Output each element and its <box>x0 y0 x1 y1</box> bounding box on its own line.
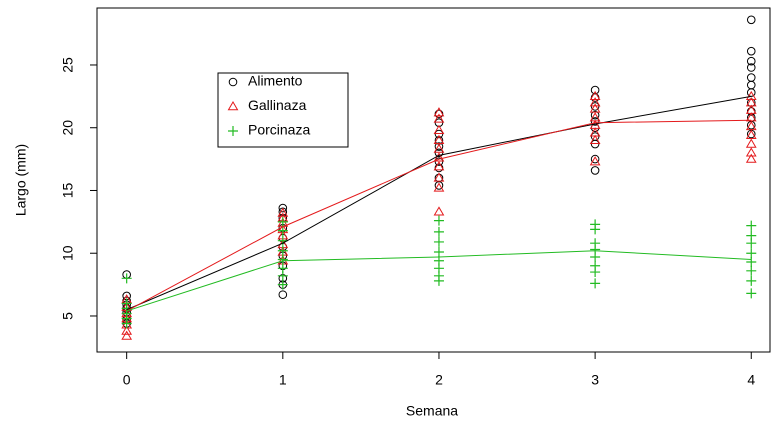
point <box>278 203 288 213</box>
point <box>434 129 444 139</box>
point <box>746 248 757 259</box>
y-tick-label: 15 <box>60 182 76 198</box>
point <box>277 279 288 290</box>
point <box>433 275 444 286</box>
point <box>434 157 444 166</box>
point <box>277 254 288 265</box>
point <box>434 148 444 158</box>
point <box>589 134 601 144</box>
point <box>277 207 289 217</box>
point <box>433 143 445 153</box>
point <box>433 172 445 182</box>
point <box>590 102 600 111</box>
plot-frame <box>96 7 771 353</box>
point <box>433 152 445 162</box>
point <box>590 117 600 126</box>
point <box>590 110 600 120</box>
x-tick-label: 4 <box>747 372 755 388</box>
point <box>277 245 288 256</box>
point <box>121 330 133 340</box>
point <box>433 113 445 123</box>
mean-line <box>126 119 752 312</box>
point <box>433 107 445 117</box>
point <box>746 288 757 299</box>
point <box>433 182 445 192</box>
x-tick-label: 0 <box>123 372 131 388</box>
legend-marker <box>228 126 238 136</box>
x-tick-label: 2 <box>435 372 443 388</box>
y-tick-label: 5 <box>60 312 76 320</box>
legend-label: Porcinaza <box>248 122 310 138</box>
mean-line <box>126 250 752 312</box>
point <box>746 63 756 72</box>
x-axis-label: Semana <box>406 403 458 419</box>
point <box>589 156 601 166</box>
point <box>746 238 757 249</box>
y-tick-label: 10 <box>60 245 76 261</box>
legend-box <box>217 72 349 148</box>
point <box>590 166 600 175</box>
legend-label: Alimento <box>248 73 303 89</box>
point <box>121 273 132 284</box>
point <box>433 215 444 226</box>
point <box>745 120 757 131</box>
point <box>589 97 601 107</box>
point <box>590 154 600 164</box>
point <box>433 124 445 134</box>
point <box>589 90 601 101</box>
point <box>590 267 601 278</box>
point <box>746 73 756 82</box>
point <box>434 142 444 151</box>
point <box>277 270 288 281</box>
x-tick-label: 3 <box>591 372 599 388</box>
point <box>745 90 757 101</box>
point <box>746 46 756 56</box>
point <box>745 153 757 163</box>
point <box>590 251 601 262</box>
point <box>746 80 756 90</box>
y-tick-label: 20 <box>60 120 76 136</box>
mean-line <box>126 95 752 311</box>
legend-label: Gallinaza <box>248 97 307 113</box>
y-tick-label: 25 <box>60 57 76 73</box>
point <box>746 56 756 66</box>
legend-marker <box>227 101 239 111</box>
point <box>433 134 445 144</box>
point <box>433 161 445 171</box>
y-axis-label: Largo (mm) <box>13 144 29 216</box>
point <box>590 139 600 149</box>
point <box>589 103 601 113</box>
point <box>433 246 444 257</box>
point <box>434 181 444 190</box>
point <box>745 147 757 157</box>
point <box>745 112 757 122</box>
point <box>746 257 757 268</box>
point <box>277 235 288 246</box>
point <box>277 216 288 227</box>
point <box>590 224 601 235</box>
point <box>433 226 444 237</box>
point <box>121 318 132 329</box>
x-tick-label: 1 <box>279 372 287 388</box>
point <box>278 290 288 299</box>
point <box>590 278 601 289</box>
point <box>745 138 757 148</box>
point <box>121 325 133 335</box>
point <box>433 236 444 247</box>
point <box>746 275 757 286</box>
legend-marker <box>228 77 238 87</box>
point <box>433 206 445 216</box>
point <box>746 15 756 25</box>
point <box>746 265 757 276</box>
point <box>745 129 757 139</box>
point <box>746 220 757 231</box>
